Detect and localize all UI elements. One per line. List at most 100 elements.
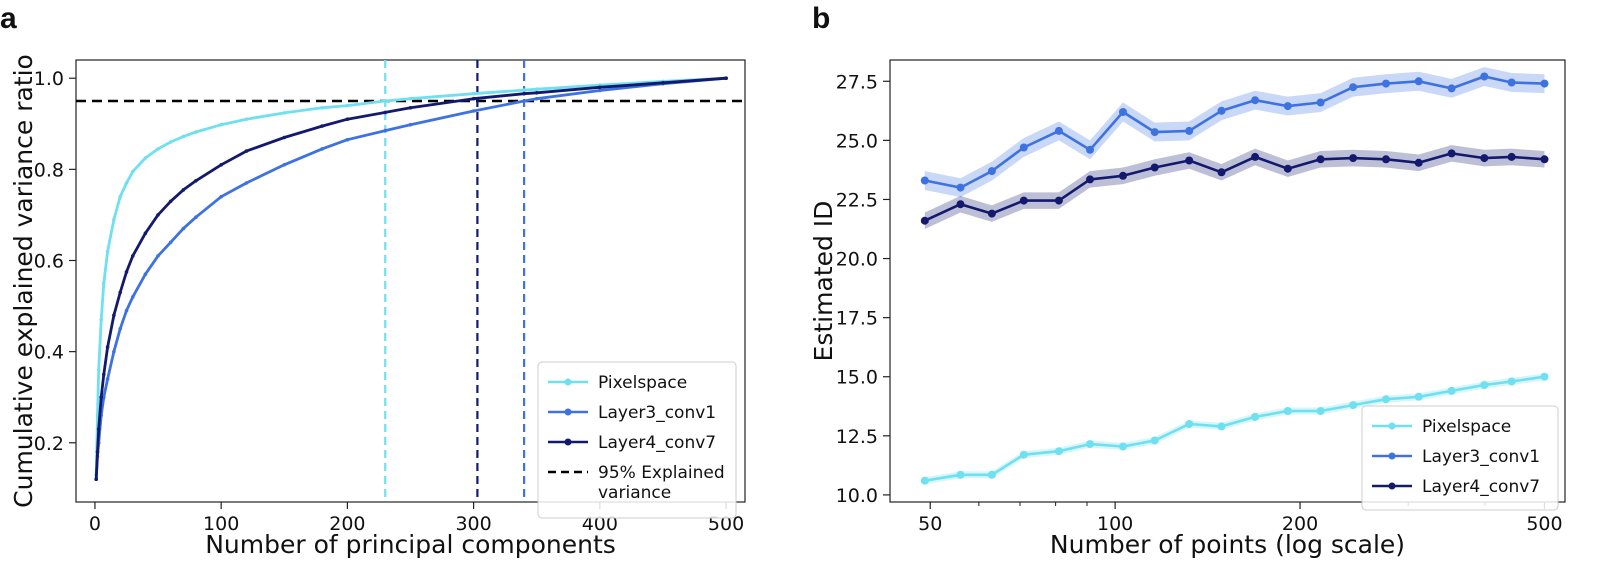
data-point (471, 91, 476, 96)
data-point (408, 122, 413, 127)
data-point (1150, 163, 1159, 172)
data-point (181, 188, 186, 192)
legend-item: Pixelspace (1372, 417, 1511, 437)
legend-item: Layer3_conv1 (548, 403, 716, 423)
data-point (1447, 84, 1456, 93)
data-point (1185, 156, 1194, 165)
data-point (1086, 145, 1094, 154)
data-point (1054, 196, 1063, 205)
data-point (522, 99, 526, 103)
data-point (920, 176, 929, 185)
y-tick-label: 27.5 (836, 71, 878, 93)
series-line (94, 76, 727, 475)
data-point (1150, 128, 1159, 137)
data-point (1382, 155, 1390, 164)
data-point (1086, 175, 1094, 184)
data-point (112, 349, 116, 354)
series-layer3_conv1 (920, 67, 1549, 198)
legend-marker (564, 378, 572, 386)
data-point (1251, 96, 1260, 105)
data-point (1185, 126, 1194, 135)
data-point (181, 226, 186, 231)
data-point (345, 117, 350, 121)
legend-label: Pixelspace (1422, 417, 1511, 437)
data-point (345, 103, 350, 108)
data-point (102, 372, 106, 377)
data-point (320, 106, 324, 110)
y-axis-label: Cumulative explained variance ratio (9, 54, 38, 508)
x-tick-label: 50 (918, 513, 942, 535)
series-line (924, 75, 1545, 189)
data-point (383, 110, 388, 115)
legend-marker (564, 408, 572, 416)
data-point (156, 147, 160, 151)
data-point (383, 128, 388, 133)
data-point (99, 395, 103, 400)
data-point (522, 91, 526, 96)
data-point (1119, 171, 1127, 180)
data-point (99, 317, 103, 322)
data-point (598, 88, 602, 93)
data-point (131, 295, 135, 299)
data-point (1414, 77, 1423, 86)
legend: Pixelspace Layer3_conv1 Layer4_conv7 (1361, 405, 1559, 511)
data-point (124, 270, 129, 274)
legend-item: Layer4_conv7 (1372, 477, 1540, 497)
legend-item: Layer3_conv1 (1372, 447, 1540, 467)
data-point (1447, 149, 1456, 158)
data-point (282, 111, 287, 115)
data-point (1316, 407, 1325, 415)
data-point (105, 345, 110, 349)
data-point (408, 96, 413, 101)
data-point (1217, 106, 1226, 115)
chart-b: 50 100 200 500 10.0 12.5 15.0 17.5 20.0 22.5 25.0 2… (809, 59, 1566, 559)
legend: Pixelspace Layer3_conv1 Layer4_conv7 95% Ex… (537, 361, 737, 519)
data-point (1086, 440, 1094, 449)
data-point (282, 163, 287, 167)
data-point (1382, 395, 1390, 404)
y-tick-label: 17.5 (836, 308, 878, 330)
data-point (1382, 79, 1390, 88)
data-point (118, 194, 122, 199)
data-point (1283, 164, 1292, 173)
data-point (131, 169, 135, 174)
data-point (1349, 83, 1358, 92)
data-point (1019, 143, 1028, 152)
data-point (920, 476, 929, 485)
data-point (131, 254, 135, 258)
data-point (1217, 422, 1226, 431)
legend-marker (564, 438, 572, 446)
data-point (1507, 377, 1516, 386)
data-point (522, 88, 526, 92)
data-point (194, 215, 198, 219)
data-point (987, 167, 996, 176)
series-line (94, 76, 727, 480)
data-point (1054, 126, 1063, 135)
data-point (1507, 78, 1516, 87)
data-point (956, 470, 965, 479)
legend-label: Layer4_conv7 (1422, 477, 1540, 497)
data-point (244, 117, 249, 121)
y-tick-label: 12.5 (836, 426, 878, 448)
data-point (143, 231, 148, 235)
y-tick-label: 0.4 (34, 342, 64, 364)
data-point (1019, 196, 1028, 205)
legend-label: variance (598, 483, 671, 503)
data-point (1316, 155, 1325, 164)
data-point (1119, 442, 1127, 451)
confidence-band (924, 67, 1545, 198)
y-tick-label: 20.0 (836, 249, 878, 271)
y-tick-label: 0.8 (34, 159, 64, 181)
legend-frame (537, 361, 737, 519)
data-point (1480, 154, 1489, 163)
data-point (1540, 155, 1549, 164)
data-point (320, 147, 324, 151)
data-point (194, 179, 198, 183)
data-point (1447, 386, 1456, 395)
data-point (471, 96, 476, 101)
data-point (1480, 381, 1489, 389)
panel-b-letter: b (812, 2, 830, 35)
x-tick-label: 100 (1097, 513, 1133, 535)
data-point (96, 427, 101, 431)
